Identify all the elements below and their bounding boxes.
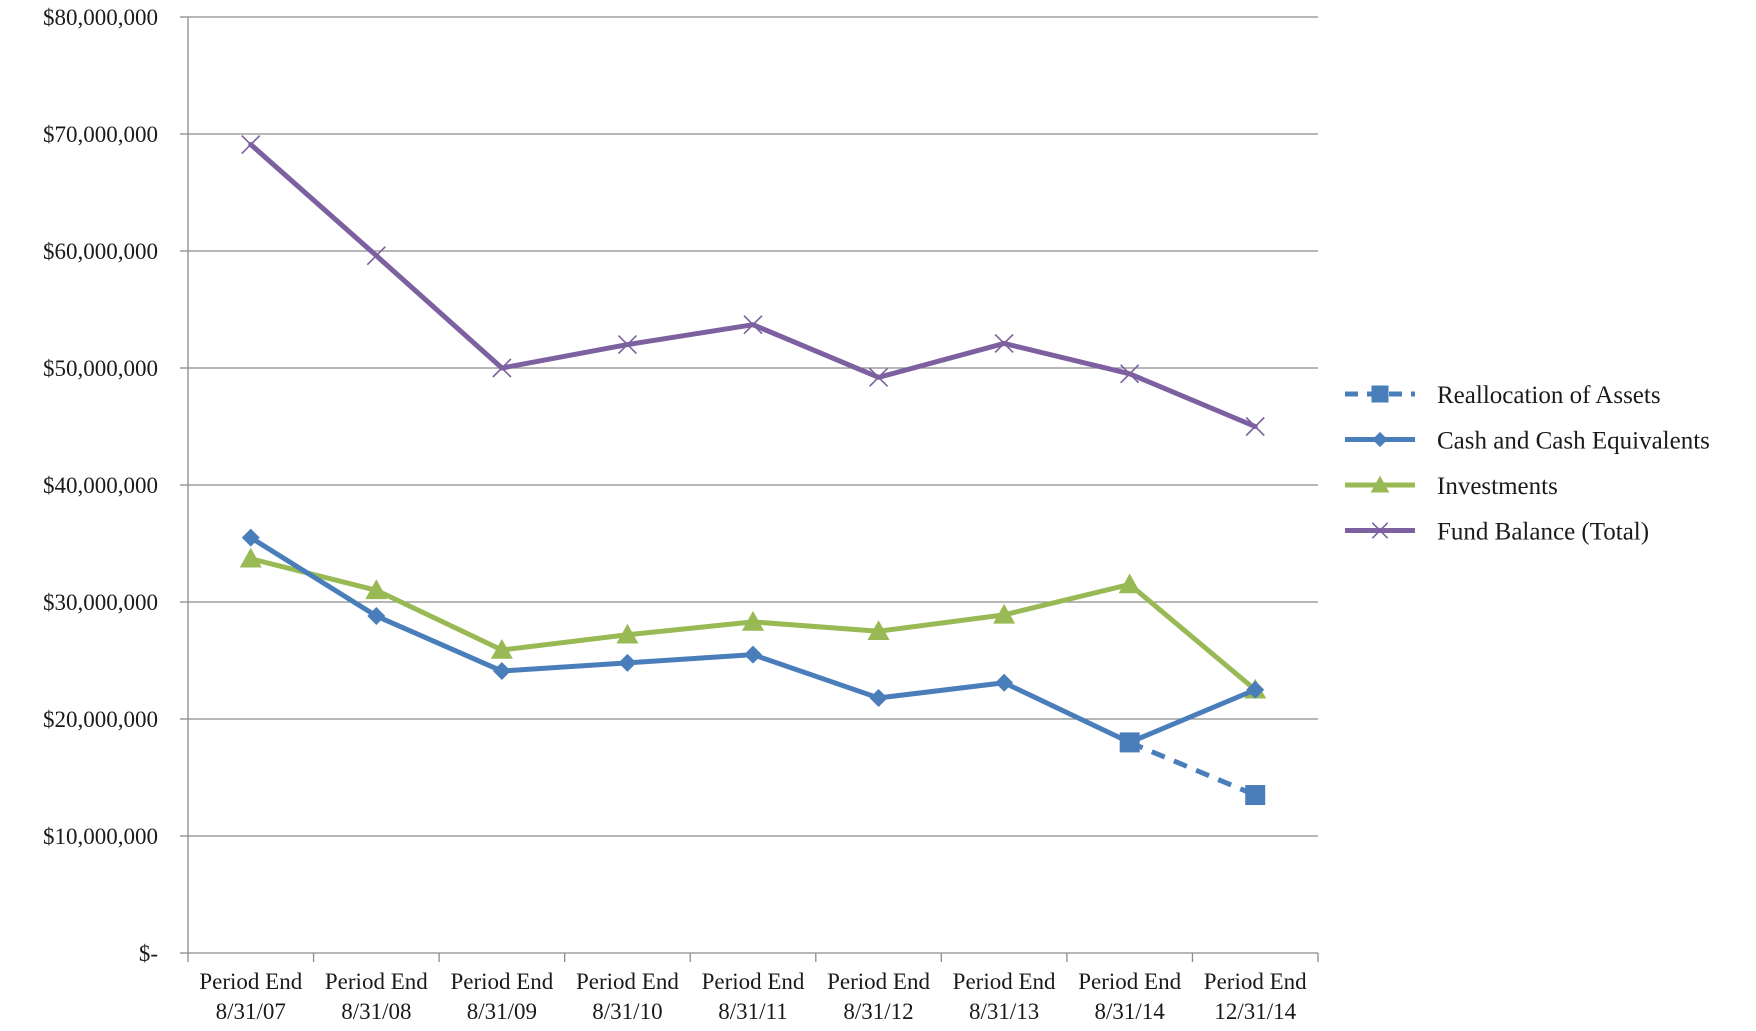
x-tick-label-line: 8/31/13 — [969, 999, 1039, 1024]
x-tick-label: Period End 8/31/11 — [702, 969, 805, 1024]
legend-label: Fund Balance (Total) — [1437, 519, 1649, 546]
series-investments — [239, 547, 1267, 699]
data-point-cash-and-cash-equivalents — [492, 662, 511, 681]
data-point-fund-balance-total — [1120, 364, 1140, 384]
x-tick-label-line: Period End — [199, 969, 302, 994]
y-tick-label: $40,000,000 — [43, 473, 158, 498]
x-tick-label: Period End 8/31/12 — [827, 969, 930, 1024]
legend-item-fund-balance-total: Fund Balance (Total) — [1345, 519, 1649, 546]
x-tick-label-line: 12/31/14 — [1214, 999, 1296, 1024]
series-fund-balance-total — [241, 134, 1265, 437]
data-point-cash-and-cash-equivalents — [1246, 680, 1265, 699]
series-line-cash-and-cash-equivalents — [248, 535, 1258, 745]
data-point-fund-balance-total — [241, 134, 261, 155]
legend-label: Investments — [1437, 473, 1558, 500]
x-tick-label: Period End 8/31/09 — [450, 969, 553, 1024]
gridlines — [188, 16, 1318, 837]
y-tick-label: $20,000,000 — [43, 707, 158, 732]
legend-swatch-marker — [1370, 475, 1390, 493]
data-point-reallocation-of-assets — [1245, 785, 1266, 806]
data-point-investments — [993, 603, 1016, 624]
x-tick-label: Period End 8/31/08 — [325, 969, 428, 1024]
data-point-investments — [616, 623, 639, 644]
data-point-investments — [867, 620, 890, 641]
legend: Reallocation of Assets Cash and Cash Equi… — [1345, 382, 1710, 546]
x-tick-label-line: Period End — [450, 969, 553, 994]
data-point-fund-balance-total — [868, 367, 889, 387]
series-cash-and-cash-equivalents — [241, 528, 1265, 752]
data-point-cash-and-cash-equivalents — [1120, 733, 1139, 752]
data-point-fund-balance-total — [1245, 416, 1265, 437]
x-tick-label-line: Period End — [325, 969, 428, 994]
x-tick-label: Period End 8/31/14 — [1078, 969, 1181, 1024]
x-tick-label: Period End 8/31/07 — [199, 969, 302, 1024]
x-tick-label-line: 8/31/10 — [592, 999, 662, 1024]
x-tick-label-line: 8/31/08 — [341, 999, 411, 1024]
y-tick-label: $10,000,000 — [43, 824, 158, 849]
data-point-investments — [490, 638, 513, 659]
legend-swatch-marker — [1371, 385, 1389, 403]
x-tick-label-line: Period End — [702, 969, 805, 994]
x-tick-label: Period End 8/31/13 — [953, 969, 1056, 1024]
x-tick-label-line: Period End — [576, 969, 679, 994]
data-point-investments — [365, 579, 388, 600]
legend-label: Cash and Cash Equivalents — [1437, 428, 1710, 455]
y-tick-label: $30,000,000 — [43, 590, 158, 615]
data-point-fund-balance-total — [994, 333, 1014, 353]
y-tick-label: $60,000,000 — [43, 239, 158, 264]
x-tick-label-line: 8/31/14 — [1095, 999, 1166, 1024]
legend-swatch-marker — [1372, 431, 1388, 448]
data-point-cash-and-cash-equivalents — [618, 653, 637, 672]
data-point-fund-balance-total — [617, 335, 638, 355]
series-group — [239, 134, 1267, 806]
data-point-fund-balance-total — [743, 315, 763, 335]
x-tick-label-line: 8/31/11 — [718, 999, 787, 1024]
y-tick-label: $70,000,000 — [43, 122, 158, 147]
legend-swatch-marker — [1371, 522, 1389, 539]
x-tick-label: Period End 8/31/10 — [576, 969, 679, 1024]
x-tick-label-line: 8/31/09 — [467, 999, 537, 1024]
data-point-cash-and-cash-equivalents — [367, 607, 386, 626]
x-tick-label-line: Period End — [1078, 969, 1181, 994]
x-tick-label: Period End 12/31/14 — [1204, 969, 1307, 1024]
x-tick-label-line: 8/31/12 — [843, 999, 913, 1024]
legend-item-reallocation-of-assets: Reallocation of Assets — [1345, 382, 1661, 409]
data-point-cash-and-cash-equivalents — [869, 688, 888, 707]
data-point-investments — [742, 610, 764, 631]
data-point-cash-and-cash-equivalents — [241, 528, 260, 547]
data-point-investments — [239, 547, 262, 568]
data-point-fund-balance-total — [492, 358, 512, 378]
y-tick-label: $80,000,000 — [43, 5, 158, 30]
y-tick-label: $50,000,000 — [43, 356, 158, 381]
series-line-reallocation-of-assets — [1128, 740, 1257, 798]
legend-item-investments: Investments — [1345, 473, 1558, 500]
x-tick-label-line: 8/31/07 — [216, 999, 286, 1024]
x-tick-label-line: Period End — [1204, 969, 1307, 994]
legend-label: Reallocation of Assets — [1437, 382, 1661, 409]
axes: $- $10,000,000 $20,000,000 $30,000,000 $40,0… — [43, 5, 1319, 1024]
series-reallocation-of-assets — [1119, 732, 1266, 806]
data-point-fund-balance-total — [366, 246, 386, 266]
data-point-cash-and-cash-equivalents — [744, 645, 762, 664]
legend-item-cash-and-cash-equivalents: Cash and Cash Equivalents — [1345, 428, 1710, 455]
x-tick-label-line: Period End — [827, 969, 930, 994]
x-tick-label-line: Period End — [953, 969, 1056, 994]
data-point-cash-and-cash-equivalents — [995, 673, 1014, 692]
y-tick-label: $- — [139, 941, 158, 966]
series-line-fund-balance-total — [248, 142, 1258, 429]
data-point-investments — [1118, 573, 1141, 594]
